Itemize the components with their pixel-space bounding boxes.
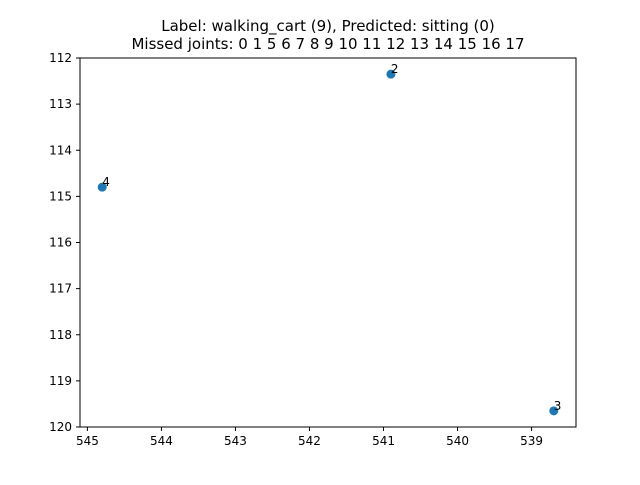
x-tick-label: 545 [76,434,99,448]
y-tick-label: 115 [49,189,72,203]
chart-title-line-2: Missed joints: 0 1 5 6 7 8 9 10 11 12 13… [131,35,524,53]
y-tick-label: 116 [49,236,72,250]
y-tick-label: 113 [49,97,72,111]
x-tick-label: 542 [298,434,321,448]
data-point [549,406,559,416]
y-tick-label: 114 [49,143,72,157]
y-tick-label: 119 [49,374,72,388]
plot-area [79,57,577,428]
point-label: 3 [554,399,562,413]
y-tick-label: 118 [49,328,72,342]
x-tick-label: 541 [372,434,395,448]
y-tick-label: 120 [49,420,72,434]
data-point [97,182,107,192]
x-tick-label: 544 [150,434,173,448]
data-points: 2 3 4 [97,62,562,416]
y-tick-label: 117 [49,282,72,296]
x-tick-label: 543 [224,434,247,448]
x-axis: 545 544 543 542 541 540 539 [76,427,543,448]
x-tick-label: 539 [520,434,543,448]
chart-title-line-1: Label: walking_cart (9), Predicted: sitt… [161,17,495,36]
point-label: 4 [102,175,110,189]
y-axis: 112 113 114 115 116 117 118 119 120 [49,51,80,434]
x-tick-label: 540 [446,434,469,448]
point-label: 2 [391,62,399,76]
data-point [386,69,396,79]
y-tick-label: 112 [49,51,72,65]
